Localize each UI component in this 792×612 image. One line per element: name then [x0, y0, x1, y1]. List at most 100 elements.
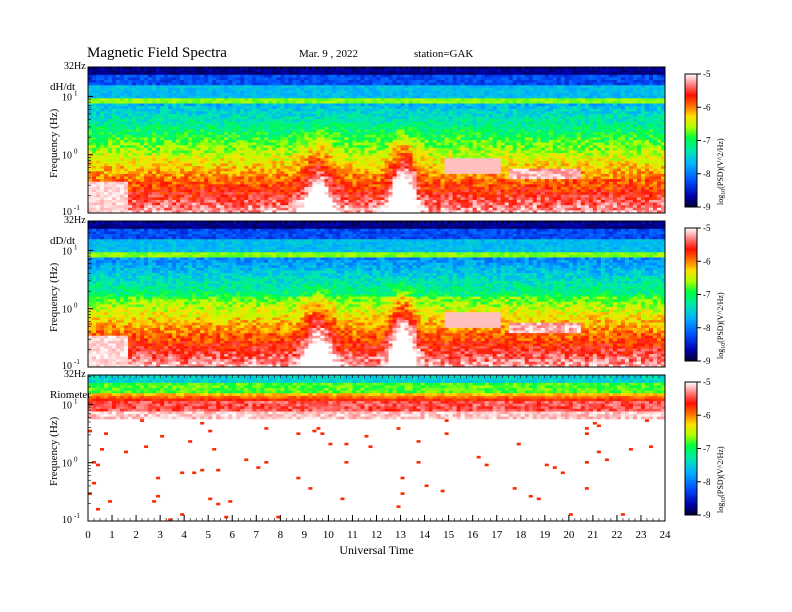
heatmap-cell: [393, 135, 397, 138]
heatmap-cell: [128, 192, 132, 195]
heatmap-cell: [389, 104, 393, 107]
heatmap-cell: [296, 109, 300, 112]
heatmap-cell: [421, 161, 425, 164]
heatmap-cell: [272, 124, 276, 127]
heatmap-cell: [96, 190, 100, 193]
heatmap-cell: [128, 148, 132, 151]
heatmap-cell: [208, 158, 212, 161]
heatmap-cell: [377, 163, 381, 166]
heatmap-cell: [128, 127, 132, 130]
heatmap-cell: [340, 169, 344, 172]
heatmap-cell: [144, 166, 148, 169]
heatmap-cell: [324, 85, 328, 88]
heatmap-cell: [421, 140, 425, 143]
heatmap-cell: [112, 169, 116, 172]
heatmap-cell: [128, 208, 132, 211]
heatmap-cell: [192, 143, 196, 146]
heatmap-cell: [172, 124, 176, 127]
heatmap-cell: [352, 127, 356, 130]
heatmap-cell: [196, 169, 200, 172]
heatmap-cell: [172, 93, 176, 96]
heatmap-cell: [100, 156, 104, 159]
heatmap-cell: [252, 200, 256, 203]
heatmap-cell: [332, 145, 336, 148]
heatmap-cell: [429, 161, 433, 164]
heatmap-cell: [381, 137, 385, 140]
heatmap-cell: [284, 77, 288, 80]
heatmap-cell: [308, 122, 312, 125]
heatmap-cell: [188, 153, 192, 156]
heatmap-cell: [356, 145, 360, 148]
heatmap-cell: [184, 70, 188, 73]
heatmap-cell: [356, 77, 360, 80]
heatmap-cell: [381, 98, 385, 101]
heatmap-cell: [192, 205, 196, 208]
heatmap-cell: [120, 117, 124, 120]
heatmap-cell: [100, 96, 104, 99]
heatmap-cell: [328, 192, 332, 195]
heatmap-cell: [172, 197, 176, 200]
heatmap-cell: [340, 171, 344, 174]
heatmap-cell: [272, 187, 276, 190]
heatmap-cell: [284, 124, 288, 127]
heatmap-cell: [92, 106, 96, 109]
heatmap-cell: [100, 137, 104, 140]
heatmap-cell: [88, 83, 92, 86]
heatmap-cell: [300, 140, 304, 143]
heatmap-cell: [409, 161, 413, 164]
heatmap-cell: [228, 104, 232, 107]
heatmap-cell: [389, 177, 393, 180]
heatmap-cell: [112, 148, 116, 151]
heatmap-cell: [312, 98, 316, 101]
heatmap-cell: [232, 135, 236, 138]
heatmap-cell: [224, 122, 228, 125]
heatmap-cell: [328, 197, 332, 200]
heatmap-cell: [437, 70, 441, 73]
heatmap-cell: [260, 174, 264, 177]
heatmap-cell: [248, 195, 252, 198]
heatmap-cell: [108, 190, 112, 193]
heatmap-cell: [220, 187, 224, 190]
heatmap-cell: [92, 75, 96, 78]
heatmap-cell: [104, 135, 108, 138]
heatmap-cell: [372, 109, 376, 112]
heatmap-cell: [348, 169, 352, 172]
heatmap-cell: [276, 88, 280, 91]
heatmap-cell: [136, 122, 140, 125]
heatmap-cell: [192, 166, 196, 169]
heatmap-cell: [389, 96, 393, 99]
heatmap-cell: [116, 195, 120, 198]
heatmap-cell: [112, 98, 116, 101]
heatmap-cell: [152, 143, 156, 146]
heatmap-cell: [433, 132, 437, 135]
heatmap-cell: [377, 177, 381, 180]
heatmap-cell: [212, 114, 216, 117]
heatmap-cell: [112, 117, 116, 120]
heatmap-cell: [405, 153, 409, 156]
heatmap-cell: [104, 163, 108, 166]
heatmap-cell: [232, 177, 236, 180]
heatmap-cell: [184, 158, 188, 161]
heatmap-cell: [244, 197, 248, 200]
heatmap-cell: [168, 104, 172, 107]
heatmap-cell: [264, 143, 268, 146]
heatmap-cell: [308, 132, 312, 135]
heatmap-cell: [320, 171, 324, 174]
heatmap-cell: [104, 75, 108, 78]
heatmap-cell: [348, 88, 352, 91]
heatmap-cell: [128, 90, 132, 93]
heatmap-cell: [252, 150, 256, 153]
heatmap-cell: [156, 114, 160, 117]
heatmap-cell: [96, 130, 100, 133]
heatmap-cell: [348, 83, 352, 86]
heatmap-cell: [280, 77, 284, 80]
heatmap-cell: [172, 98, 176, 101]
heatmap-cell: [413, 72, 417, 75]
heatmap-cell: [300, 192, 304, 195]
heatmap-cell: [372, 83, 376, 86]
heatmap-cell: [176, 122, 180, 125]
heatmap-cell: [140, 90, 144, 93]
heatmap-cell: [352, 171, 356, 174]
heatmap-cell: [100, 106, 104, 109]
heatmap-cell: [405, 195, 409, 198]
